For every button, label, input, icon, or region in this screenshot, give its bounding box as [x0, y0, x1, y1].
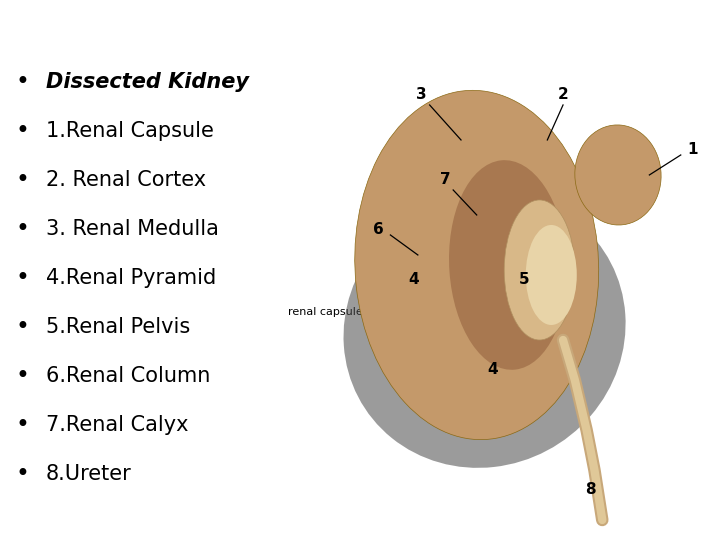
- Text: 1.Renal Capsule: 1.Renal Capsule: [46, 122, 214, 141]
- Text: 7: 7: [440, 172, 451, 187]
- Text: 4: 4: [409, 273, 419, 287]
- Text: Dissected Kidney: Dissected Kidney: [238, 8, 482, 32]
- Text: 4: 4: [487, 362, 498, 377]
- Text: 3: 3: [416, 87, 427, 103]
- Text: 2: 2: [558, 87, 568, 103]
- Ellipse shape: [504, 200, 575, 340]
- Text: •: •: [16, 462, 30, 487]
- Text: •: •: [16, 414, 30, 437]
- Text: 5.Renal Pelvis: 5.Renal Pelvis: [46, 318, 190, 338]
- Text: renal capsule: renal capsule: [288, 307, 363, 318]
- Ellipse shape: [343, 192, 626, 468]
- Text: 5: 5: [518, 273, 529, 287]
- Text: Dissected Kidney: Dissected Kidney: [46, 72, 249, 92]
- Text: •: •: [16, 364, 30, 388]
- Ellipse shape: [526, 225, 577, 325]
- Text: 8: 8: [585, 483, 596, 497]
- Ellipse shape: [575, 125, 661, 225]
- Text: 6: 6: [373, 222, 384, 238]
- Text: •: •: [16, 168, 30, 192]
- Text: •: •: [16, 218, 30, 241]
- Text: 4.Renal Pyramid: 4.Renal Pyramid: [46, 268, 216, 288]
- Text: 7.Renal Calyx: 7.Renal Calyx: [46, 415, 189, 435]
- Text: 8.Ureter: 8.Ureter: [46, 464, 132, 484]
- Text: •: •: [16, 315, 30, 340]
- Text: •: •: [16, 119, 30, 144]
- Ellipse shape: [355, 90, 598, 440]
- Text: 3. Renal Medulla: 3. Renal Medulla: [46, 219, 219, 239]
- Text: 6.Renal Column: 6.Renal Column: [46, 367, 210, 387]
- Text: •: •: [16, 266, 30, 291]
- Text: •: •: [16, 70, 30, 94]
- Ellipse shape: [449, 160, 567, 370]
- Text: 1: 1: [688, 143, 698, 158]
- Text: 2. Renal Cortex: 2. Renal Cortex: [46, 171, 206, 191]
